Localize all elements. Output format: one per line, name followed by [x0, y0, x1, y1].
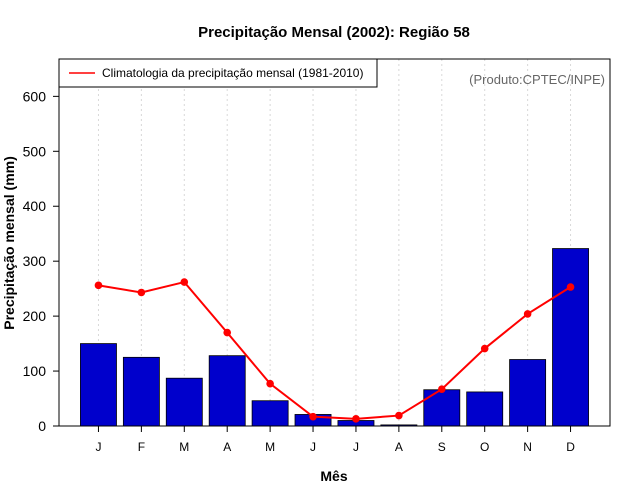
climatology-point-11 [566, 283, 575, 291]
x-tick-label-2: M [179, 440, 189, 454]
climatology-point-8 [437, 385, 446, 393]
bar-4 [251, 400, 289, 427]
x-tick-label-11: D [566, 440, 575, 454]
x-tick-label-8: S [438, 440, 446, 454]
climatology-point-3 [223, 328, 232, 337]
climatology-line-series [94, 278, 575, 423]
legend-entry-climatology: Climatologia da precipitação mensal (198… [102, 66, 363, 80]
x-tick-label-9: O [480, 440, 489, 454]
climatology-point-5 [309, 412, 317, 421]
x-tick-label-10: N [523, 440, 532, 454]
vertical-grid [97, 59, 572, 426]
bar-0 [80, 343, 117, 427]
bar-1 [122, 356, 160, 427]
y-tick-label-0: 0 [38, 418, 46, 434]
y-tick-label-4: 400 [23, 198, 47, 214]
bar-series [80, 248, 589, 427]
y-tick-label-2: 200 [23, 308, 47, 324]
x-tick-label-3: A [223, 440, 231, 454]
bar-3 [208, 355, 246, 427]
bar-11 [552, 248, 589, 427]
bar-2 [165, 377, 203, 427]
bar-9 [466, 391, 504, 427]
y-tick-label-3: 300 [23, 253, 47, 269]
x-tick-label-6: J [353, 440, 359, 454]
climatology-point-10 [523, 310, 532, 318]
y-tick-label-5: 500 [23, 143, 47, 159]
legend: Climatologia da precipitação mensal (198… [58, 58, 378, 88]
climatology-line [98, 280, 572, 420]
climatology-point-4 [266, 379, 274, 388]
legend-box [58, 58, 378, 88]
chart-title: Precipitação Mensal (2002): Região 58 [198, 24, 470, 41]
climatology-point-6 [352, 415, 360, 423]
x-tick-label-0: J [95, 440, 101, 454]
x-tick-label-1: F [138, 440, 145, 454]
bar-10 [509, 359, 547, 427]
climatology-point-0 [94, 281, 103, 290]
bar-8 [423, 389, 461, 427]
x-axis-label: Mês [320, 468, 347, 484]
x-tick-label-7: A [395, 440, 403, 454]
climatology-point-2 [180, 278, 189, 286]
climatology-point-7 [395, 411, 403, 420]
climatology-point-9 [480, 344, 489, 353]
y-axis-label: Precipitação mensal (mm) [1, 156, 17, 330]
y-tick-label-1: 100 [23, 363, 47, 379]
climatology-point-1 [137, 288, 146, 297]
y-tick-label-6: 600 [23, 88, 47, 104]
x-tick-label-4: M [265, 440, 275, 454]
x-tick-label-5: J [310, 440, 316, 454]
credit-text: (Produto:CPTEC/INPE) [469, 72, 605, 87]
y-axis: 0 100 200 300 400 500 600 [23, 88, 59, 434]
